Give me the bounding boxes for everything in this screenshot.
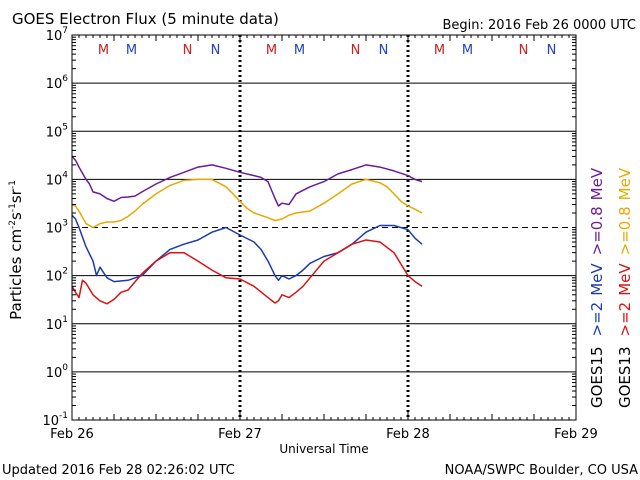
series-goes15-2-mev (71, 214, 423, 283)
updated-timestamp: Updated 2016 Feb 28 02:26:02 UTC (2, 463, 235, 478)
legend-goes13-08mev: >=0.8 (616, 206, 634, 255)
y-tick-label: 105 (46, 122, 68, 140)
mn-marker: N (351, 43, 361, 58)
x-tick-label: Feb 26 (50, 427, 94, 442)
legend-goes15-source: GOES15 (588, 346, 606, 408)
mn-marker: M (266, 43, 277, 58)
series-goes13-2-mev (71, 239, 423, 305)
y-tick-label: 104 (46, 170, 69, 188)
mn-marker: M (462, 43, 473, 58)
mn-marker: N (211, 43, 221, 58)
y-tick-label: 101 (46, 315, 68, 333)
y-axis-label: Particles cm-2s-1sr-1 (7, 180, 25, 320)
y-tick-label: 102 (46, 267, 68, 285)
mn-marker: N (183, 43, 193, 58)
legend-goes13-group: GOES13>=2MeV>=0.8MeV (616, 167, 634, 408)
mn-marker: N (519, 43, 529, 58)
y-tick-label: 107 (46, 26, 68, 44)
x-axis-label: Universal Time (279, 442, 368, 456)
legend-goes15-group: GOES15>=2MeV>=0.8MeV (588, 167, 606, 408)
y-tick-label: 10-1 (42, 411, 68, 429)
source-credit: NOAA/SWPC Boulder, CO USA (445, 463, 638, 478)
chart-title: GOES Electron Flux (5 minute data) (12, 10, 279, 28)
series-goes15-0-8-mev (71, 155, 423, 207)
mn-marker: M (98, 43, 109, 58)
begin-time-label: Begin: 2016 Feb 26 0000 UTC (442, 18, 636, 33)
legend-goes15-unit: MeV (588, 167, 606, 200)
mn-marker: N (547, 43, 557, 58)
y-tick-label: 103 (46, 219, 68, 237)
mn-marker: M (434, 43, 445, 58)
x-tick-label: Feb 27 (218, 427, 262, 442)
legend-goes15-08mev: >=0.8 (588, 206, 606, 255)
grid-layer (72, 35, 576, 420)
legend-goes15-2mev: >=2 (588, 302, 606, 337)
mn-marker: N (379, 43, 389, 58)
y-tick-label: 100 (46, 363, 69, 381)
x-tick-label: Feb 28 (386, 427, 430, 442)
series-goes13-0-8-mev (71, 178, 423, 229)
mn-marker: M (294, 43, 305, 58)
legend-goes13-2mev: >=2 (616, 302, 634, 337)
legend-goes13-unit: MeV (616, 167, 634, 200)
x-tick-label: Feb 29 (554, 427, 598, 442)
series-layer (71, 155, 423, 305)
y-tick-label: 106 (46, 74, 69, 92)
legend-goes13-source: GOES13 (616, 346, 634, 408)
mn-marker: M (126, 43, 137, 58)
